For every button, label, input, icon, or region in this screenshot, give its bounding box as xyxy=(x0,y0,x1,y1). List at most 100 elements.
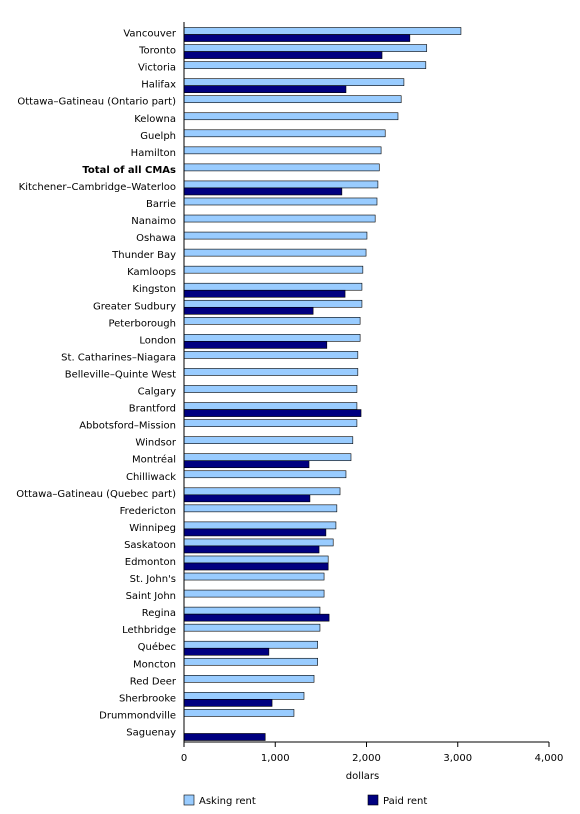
y-tick-label: Belleville–Quinte West xyxy=(65,369,176,380)
bar xyxy=(183,27,462,35)
y-tick-label: Calgary xyxy=(138,387,176,398)
y-tick-label: Windsor xyxy=(135,438,176,449)
y-tick-label: Victoria xyxy=(138,63,176,74)
bar xyxy=(183,334,361,342)
x-tick-label: 3,000 xyxy=(443,753,472,764)
x-tick-label: 0 xyxy=(181,753,187,764)
bar xyxy=(183,545,320,554)
bar xyxy=(183,409,362,417)
y-tick-label: Sherbrooke xyxy=(119,693,176,704)
bar xyxy=(183,453,352,462)
bar xyxy=(183,733,266,741)
y-tick-label: Chilliwack xyxy=(126,472,176,483)
bar xyxy=(183,112,399,121)
bar xyxy=(183,197,378,206)
legend-swatch xyxy=(183,794,195,806)
legend-label: Asking rent xyxy=(199,796,256,807)
y-tick-label: Kelowna xyxy=(134,114,176,125)
y-tick-label: Peterborough xyxy=(108,318,176,329)
bar xyxy=(183,78,405,86)
bar xyxy=(183,299,363,308)
y-tick-label: Ottawa–Gatineau (Ontario part) xyxy=(17,97,176,108)
bar xyxy=(183,231,368,240)
bar xyxy=(183,494,311,503)
bar xyxy=(183,385,358,393)
y-tick-label: Lethbridge xyxy=(122,625,176,636)
x-axis-label: dollars xyxy=(346,771,379,782)
y-tick-label: Edmonton xyxy=(125,557,176,568)
y-tick-label: St. Catharines–Niagara xyxy=(61,352,176,363)
y-tick-label: Brantford xyxy=(129,404,176,415)
y-tick-label: Vancouver xyxy=(123,29,177,40)
legend-label: Paid rent xyxy=(383,796,427,807)
bar xyxy=(183,146,382,155)
y-tick-label: Oshawa xyxy=(136,233,176,244)
y-tick-label: Thunder Bay xyxy=(111,250,176,261)
y-tick-label: Toronto xyxy=(138,46,176,57)
bar xyxy=(183,44,428,52)
legend-swatch xyxy=(367,794,379,806)
y-tick-label: Red Deer xyxy=(130,676,177,687)
bar xyxy=(183,317,361,325)
y-tick-label: Hamilton xyxy=(131,148,176,159)
bar xyxy=(183,248,367,257)
bar xyxy=(183,555,329,564)
y-tick-label: Total of all CMAs xyxy=(82,165,176,176)
bar xyxy=(183,699,273,707)
y-tick-label: Moncton xyxy=(133,659,176,670)
bar xyxy=(183,402,358,410)
bar xyxy=(183,129,386,138)
bar xyxy=(183,85,347,93)
x-tick-label: 2,000 xyxy=(352,753,381,764)
bar xyxy=(183,675,315,683)
bar xyxy=(183,623,321,632)
bar xyxy=(183,34,411,42)
bar xyxy=(183,214,376,223)
bar xyxy=(183,640,318,649)
bar xyxy=(183,61,427,69)
y-tick-label: Halifax xyxy=(141,80,176,91)
y-tick-label: Regina xyxy=(142,608,176,619)
bar xyxy=(183,95,402,104)
bar xyxy=(183,351,359,359)
y-tick-label: Québec xyxy=(138,641,176,653)
bar xyxy=(183,470,347,479)
bar xyxy=(183,521,337,530)
bar xyxy=(183,368,359,376)
bar xyxy=(183,647,270,656)
bar xyxy=(183,538,334,547)
y-tick-label: Ottawa–Gatineau (Quebec part) xyxy=(16,489,176,500)
bar xyxy=(183,187,343,196)
y-tick-label: Guelph xyxy=(140,131,176,142)
y-tick-label: Greater Sudbury xyxy=(93,301,176,312)
bar xyxy=(183,265,364,274)
bar xyxy=(183,306,314,315)
y-tick-label: Drummondville xyxy=(99,710,176,721)
bar xyxy=(183,436,354,444)
bar xyxy=(183,709,295,717)
y-tick-label: Montréal xyxy=(132,454,176,466)
bar xyxy=(183,163,380,172)
bar xyxy=(183,528,327,537)
bar xyxy=(183,572,325,581)
x-tick-label: 4,000 xyxy=(535,753,564,764)
bar xyxy=(183,289,346,298)
y-tick-label: St. John's xyxy=(130,574,176,585)
y-tick-label: Kitchener–Cambridge–Waterloo xyxy=(19,182,176,193)
bar xyxy=(183,613,330,622)
y-tick-label: Saskatoon xyxy=(124,540,176,551)
bar xyxy=(183,692,305,700)
bar xyxy=(183,562,329,571)
x-tick-label: 1,000 xyxy=(261,753,290,764)
y-tick-label: Kamloops xyxy=(127,267,176,278)
bar xyxy=(183,180,379,189)
bar xyxy=(183,460,310,469)
bar xyxy=(183,589,325,598)
bar xyxy=(183,419,358,427)
y-tick-label: Fredericton xyxy=(120,506,176,517)
y-tick-label: London xyxy=(139,335,176,346)
y-tick-label: Kingston xyxy=(132,284,176,295)
y-tick-label: Winnipeg xyxy=(129,523,176,534)
bar xyxy=(183,504,338,513)
